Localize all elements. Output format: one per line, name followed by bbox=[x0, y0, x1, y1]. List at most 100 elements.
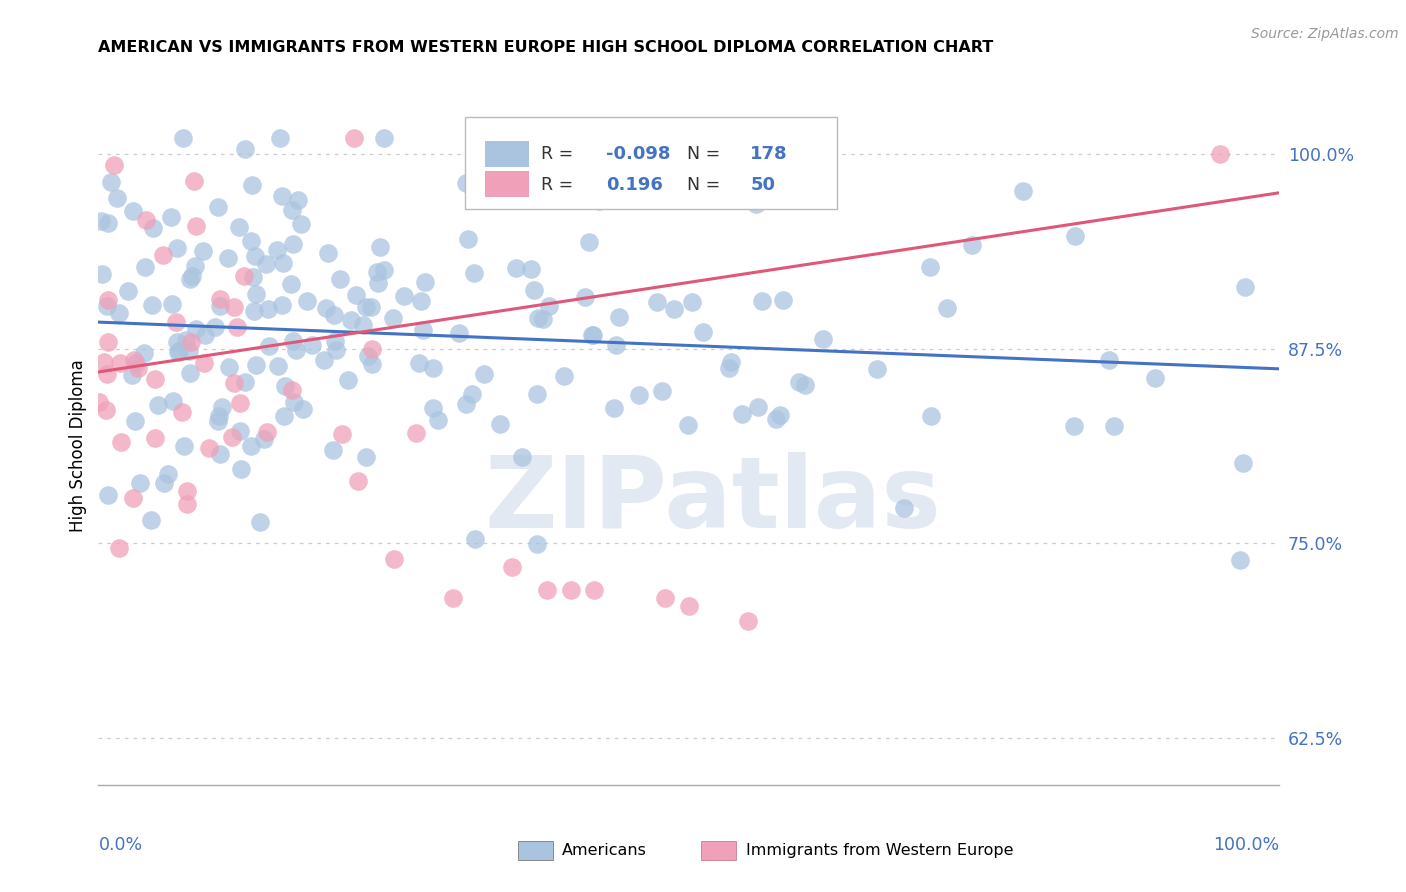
Point bbox=[218, 359, 240, 374]
Point bbox=[645, 294, 668, 309]
Point bbox=[382, 552, 405, 566]
Point bbox=[121, 368, 143, 383]
Point bbox=[96, 299, 118, 313]
Point bbox=[322, 442, 344, 457]
Point bbox=[588, 194, 610, 209]
Point bbox=[330, 427, 353, 442]
Point bbox=[747, 400, 769, 414]
Point bbox=[1098, 353, 1121, 368]
Point bbox=[224, 376, 246, 391]
Point bbox=[920, 260, 942, 274]
Point bbox=[301, 338, 323, 352]
Point bbox=[156, 467, 179, 481]
Point bbox=[681, 294, 703, 309]
Point bbox=[177, 343, 200, 358]
Point bbox=[271, 298, 294, 312]
Text: 50: 50 bbox=[751, 176, 775, 194]
Point bbox=[135, 213, 157, 227]
Point bbox=[342, 131, 364, 145]
Point bbox=[96, 367, 118, 381]
Point bbox=[167, 345, 190, 359]
Point bbox=[90, 268, 112, 282]
Point bbox=[527, 310, 550, 325]
Text: AMERICAN VS IMMIGRANTS FROM WESTERN EUROPE HIGH SCHOOL DIPLOMA CORRELATION CHART: AMERICAN VS IMMIGRANTS FROM WESTERN EURO… bbox=[98, 40, 994, 55]
Point bbox=[172, 131, 194, 145]
Point bbox=[354, 300, 377, 314]
Point bbox=[718, 361, 741, 376]
Point bbox=[720, 355, 742, 369]
Point bbox=[287, 193, 309, 207]
Point bbox=[266, 244, 288, 258]
Point bbox=[1012, 184, 1035, 198]
Point bbox=[207, 200, 229, 214]
Point bbox=[254, 257, 277, 271]
Point bbox=[441, 591, 464, 605]
Point bbox=[628, 388, 651, 402]
Point bbox=[662, 302, 685, 317]
Point bbox=[228, 424, 250, 438]
Point bbox=[281, 383, 304, 397]
Point bbox=[811, 332, 834, 346]
Point bbox=[110, 434, 132, 449]
Point bbox=[607, 310, 630, 324]
Bar bbox=[485, 171, 530, 197]
Point bbox=[139, 513, 162, 527]
Point bbox=[578, 235, 600, 249]
Point bbox=[893, 501, 915, 516]
Point bbox=[745, 197, 768, 211]
Point bbox=[162, 394, 184, 409]
Point bbox=[208, 409, 231, 423]
Point bbox=[204, 319, 226, 334]
Point bbox=[553, 369, 575, 384]
Point bbox=[122, 204, 145, 219]
Text: Americans: Americans bbox=[561, 843, 647, 857]
Text: R =: R = bbox=[541, 176, 579, 194]
Point bbox=[179, 272, 201, 286]
Point bbox=[269, 131, 291, 145]
Text: -0.098: -0.098 bbox=[606, 145, 671, 163]
Point bbox=[582, 327, 605, 342]
Point bbox=[160, 297, 183, 311]
Point bbox=[159, 210, 181, 224]
Point bbox=[392, 289, 415, 303]
Point bbox=[273, 256, 295, 270]
Point bbox=[228, 220, 250, 235]
Text: Source: ZipAtlas.com: Source: ZipAtlas.com bbox=[1251, 27, 1399, 41]
Text: N =: N = bbox=[686, 176, 725, 194]
Point bbox=[531, 312, 554, 326]
Point bbox=[347, 474, 370, 488]
Point bbox=[692, 325, 714, 339]
Point bbox=[90, 214, 112, 228]
Point bbox=[314, 353, 336, 368]
Point bbox=[105, 191, 128, 205]
Point bbox=[271, 189, 294, 203]
Point bbox=[100, 175, 122, 189]
Point bbox=[280, 277, 302, 291]
Point bbox=[405, 425, 427, 440]
Point bbox=[281, 202, 304, 217]
Point bbox=[373, 262, 395, 277]
Point bbox=[337, 373, 360, 387]
Point bbox=[143, 371, 166, 385]
Point bbox=[323, 308, 346, 322]
Point bbox=[176, 497, 198, 511]
Point bbox=[1063, 419, 1085, 434]
Point bbox=[184, 219, 207, 233]
Point bbox=[370, 240, 392, 254]
Point bbox=[651, 384, 673, 398]
Point bbox=[526, 386, 548, 401]
Point bbox=[245, 249, 267, 263]
Point bbox=[122, 353, 145, 368]
Point bbox=[538, 300, 561, 314]
Point bbox=[323, 334, 346, 349]
Point bbox=[381, 310, 404, 325]
Point bbox=[1064, 229, 1087, 244]
Point bbox=[536, 583, 558, 598]
Point bbox=[256, 425, 278, 440]
Point bbox=[501, 559, 523, 574]
Point bbox=[737, 615, 759, 629]
Point bbox=[456, 397, 478, 411]
Point bbox=[794, 377, 817, 392]
Point bbox=[132, 346, 155, 360]
Point bbox=[256, 301, 278, 316]
